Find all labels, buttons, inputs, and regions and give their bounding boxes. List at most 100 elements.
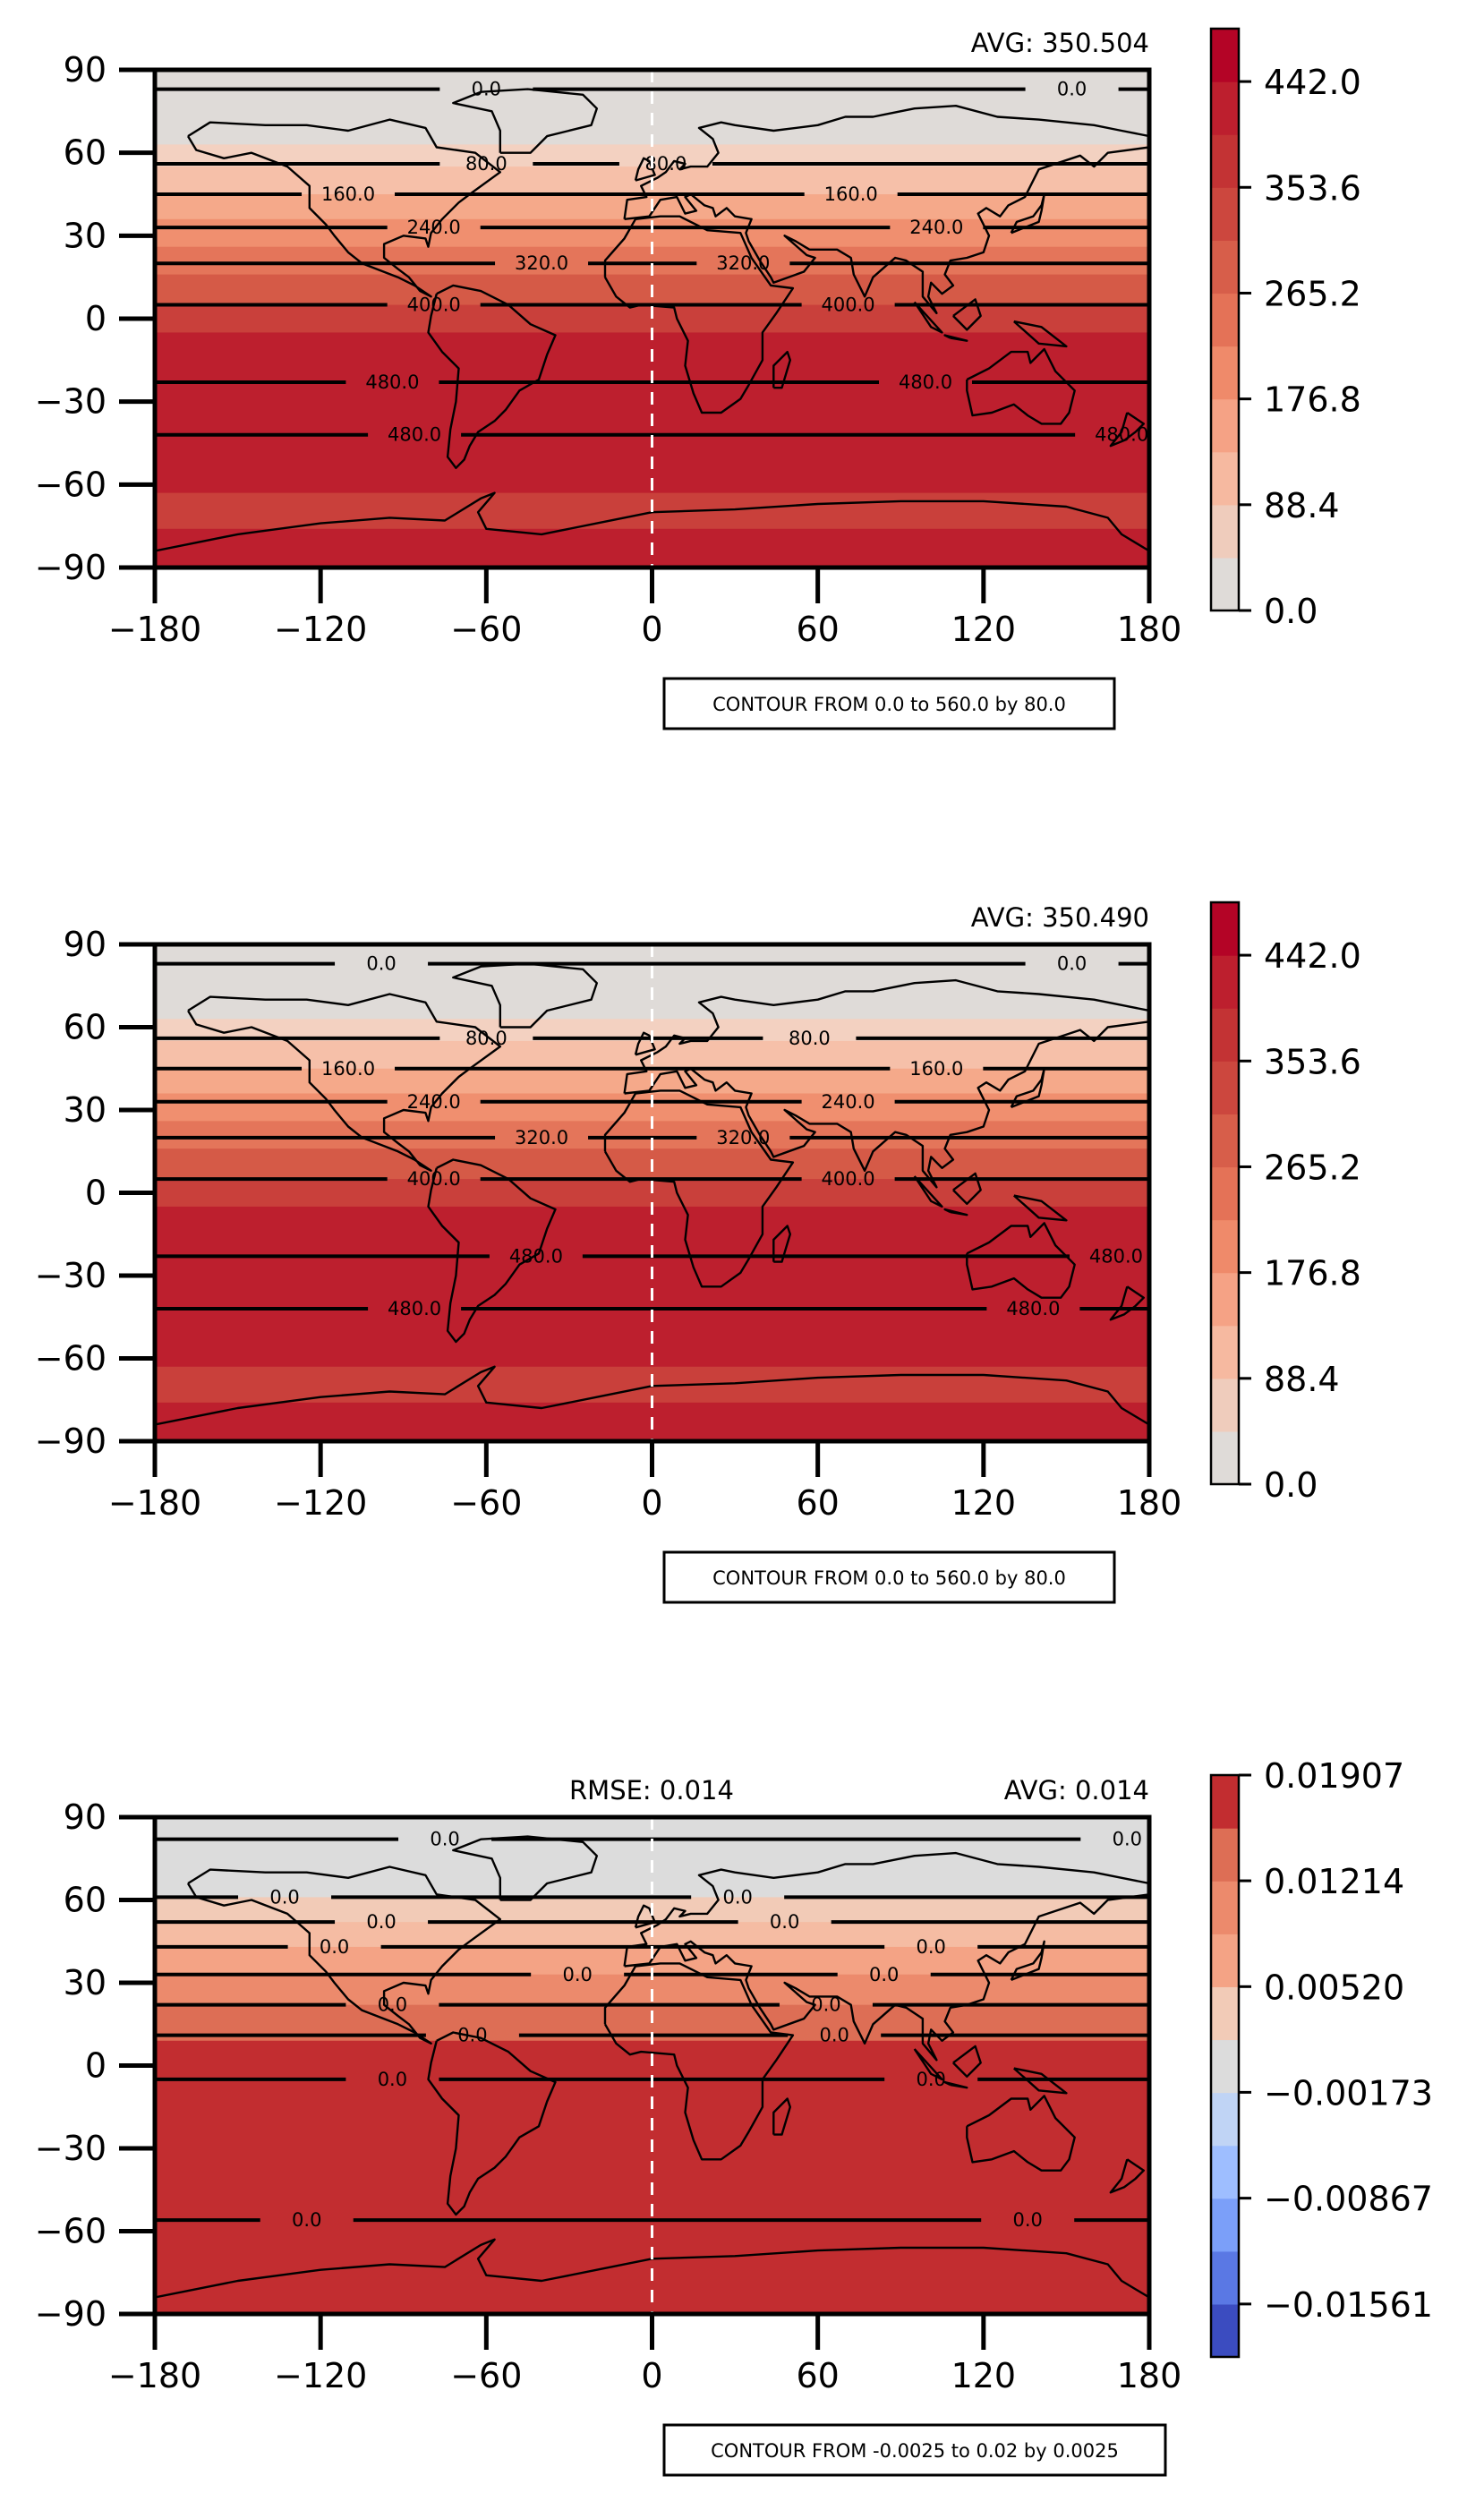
colorbar: 442.0 353.6 265.2 176.8 88.4 0.0 [1209, 27, 1361, 631]
coastline [603, 1089, 795, 1288]
coastline [913, 2048, 943, 2081]
colorbar-segment [1211, 902, 1239, 956]
coastline [1109, 412, 1145, 448]
colorbar-segment [1211, 346, 1239, 400]
coastline [952, 298, 982, 331]
colorbar-label: 0.0 [1264, 592, 1318, 631]
colorbar-segment [1211, 1061, 1239, 1114]
rmse-label: RMSE: 0.014 [569, 1775, 734, 1806]
contour-label: 160.0 [321, 184, 375, 205]
y-tick-label: 60 [64, 133, 107, 173]
colorbar-frame [1209, 901, 1241, 1486]
coastline [952, 2045, 982, 2078]
x-tick-label: 0 [641, 2356, 662, 2395]
y-tick-label: 0 [85, 1174, 107, 1213]
colorbar-segment [1211, 1828, 1239, 1882]
x-tick-label: 180 [1117, 610, 1182, 649]
plot-area: 0.0 0.0 0.0 0.0 0.0 0.0 0.0 0.0 0.0 0.0 0.0 0.0 0.0 0… [155, 1817, 1149, 2314]
contour-label: 320.0 [515, 252, 568, 274]
contour-label: 0.0 [770, 1911, 799, 1933]
colorbar-segment [1211, 557, 1239, 611]
contour-label: 0.0 [869, 1964, 899, 1985]
colorbar-segment [1211, 1325, 1239, 1379]
coastline [1010, 192, 1045, 235]
colorbar-label: 265.2 [1264, 1148, 1361, 1187]
y-tick-label: −90 [35, 2294, 107, 2334]
contour-label: 0.0 [819, 2025, 849, 2046]
colorbar-frame [1209, 1773, 1241, 2359]
colorbar-segment [1211, 955, 1239, 1009]
coastline [452, 88, 598, 154]
contour-label: 240.0 [909, 217, 963, 238]
contour-band [155, 70, 1149, 146]
contour-note-box [662, 2423, 1167, 2477]
y-tick-label: 0 [85, 299, 107, 338]
contour-label: 0.0 [916, 1936, 945, 1958]
coastline [623, 105, 1149, 314]
contour-label: 480.0 [365, 371, 419, 393]
colorbar-segment [1211, 1114, 1239, 1168]
coastline [913, 1175, 943, 1208]
contour-label: 0.0 [366, 953, 396, 975]
contour-label: 0.0 [320, 1936, 349, 1958]
colorbar-segment [1211, 398, 1239, 453]
panel-2: 0.0 0.0 80.0 80.0 160.0 160.0 240.0 240.0 320.0 3… [35, 901, 1361, 1604]
contour-label: 80.0 [465, 153, 507, 175]
coastline [943, 334, 968, 342]
contour-label: 80.0 [465, 1028, 507, 1049]
colorbar-segment [1211, 2092, 1239, 2147]
contour-label: 0.0 [562, 1964, 592, 1985]
x-tick-label: −60 [450, 610, 522, 649]
contour-note: CONTOUR FROM 0.0 to 560.0 by 80.0 [712, 694, 1066, 715]
colorbar-segment [1211, 2145, 1239, 2199]
colorbar-label: 176.8 [1264, 1254, 1361, 1293]
x-tick-label: 60 [796, 2356, 839, 2395]
coastline [1109, 1285, 1145, 1321]
coastline [186, 118, 501, 298]
y-tick-label: 30 [64, 1090, 107, 1130]
y-tick-label: 30 [64, 216, 107, 255]
colorbar-segment [1211, 2303, 1239, 2358]
coastline [427, 1158, 557, 1344]
avg-label: AVG: 0.014 [1004, 1775, 1149, 1806]
x-tick-label: 60 [796, 1483, 839, 1523]
x-tick-label: −120 [274, 2356, 367, 2395]
y-tick-label: −60 [35, 1339, 107, 1379]
colorbar-segment [1211, 504, 1239, 559]
y-tick-label: −60 [35, 2212, 107, 2251]
coastline [634, 1031, 656, 1056]
coastline [452, 962, 598, 1029]
colorbar-segment [1211, 1272, 1239, 1327]
contour-label: 0.0 [1013, 2209, 1043, 2231]
x-tick-label: 120 [951, 610, 1017, 649]
contour-label: 480.0 [388, 424, 441, 446]
y-tick-label: −90 [35, 548, 107, 587]
colorbar-segment [1211, 1378, 1239, 1432]
y-tick-label: 30 [64, 1963, 107, 2002]
contour-label: 480.0 [1089, 1245, 1143, 1267]
contour-label: 400.0 [822, 295, 875, 316]
x-tick-label: 180 [1117, 1483, 1182, 1523]
contour-label: 0.0 [269, 1886, 299, 1908]
contour-label: 0.0 [378, 2069, 407, 2090]
colorbar-segment [1211, 29, 1239, 82]
y-tick-label: 60 [64, 1881, 107, 1920]
coastline [1013, 2067, 1068, 2095]
y-tick-label: 90 [64, 50, 107, 90]
contour-label: 0.0 [430, 1829, 459, 1850]
x-tick-label: 60 [796, 610, 839, 649]
x-tick-label: −180 [108, 2356, 201, 2395]
contour-label: 0.0 [472, 79, 501, 100]
colorbar-label: 353.6 [1264, 1042, 1361, 1081]
coastline [603, 1962, 795, 2161]
colorbar-label: 0.00520 [1264, 1968, 1404, 2007]
contour-label: 0.0 [292, 2209, 321, 2231]
contour-label: 240.0 [407, 217, 461, 238]
colorbar-label: 0.01907 [1264, 1756, 1404, 1796]
contour-label: 320.0 [515, 1127, 568, 1148]
avg-label: AVG: 350.504 [971, 28, 1149, 58]
